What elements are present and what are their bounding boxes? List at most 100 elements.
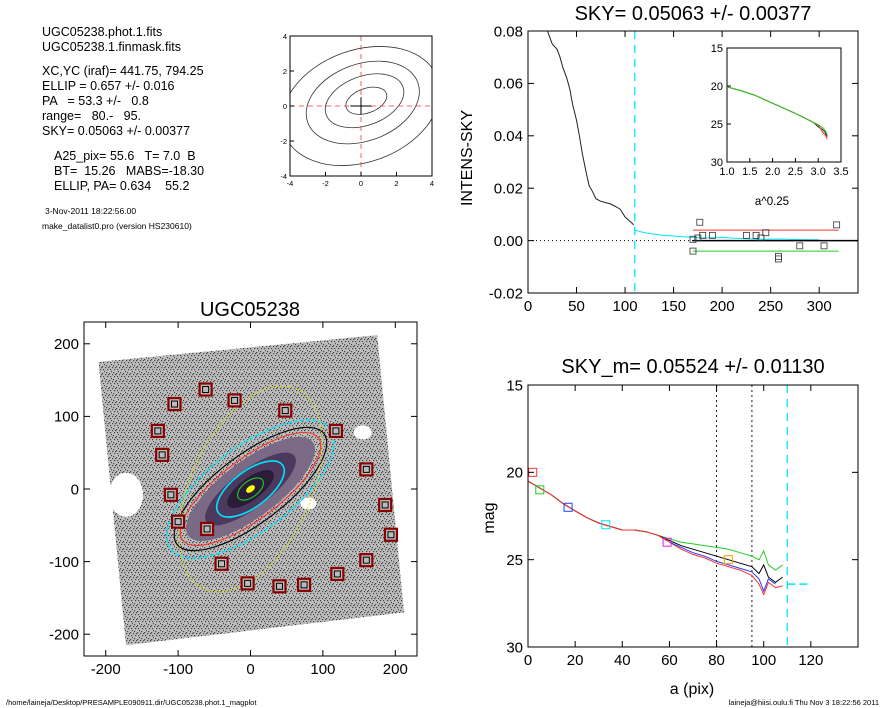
x-tick-label: 50 [568, 298, 585, 315]
mag-plot-area [528, 385, 811, 647]
sky-sample-box [227, 393, 242, 408]
sky-sample-box-inner [218, 560, 226, 568]
sky-sample-box [214, 556, 229, 571]
sky-sample-box [378, 497, 393, 513]
sky-sample-box-inner [170, 400, 178, 408]
mask-blob [300, 497, 317, 510]
info-block: UGC05238.phot.1.fits UGC05238.1.finmask.… [42, 25, 204, 231]
y-tick-label: -100 [49, 554, 79, 571]
sky-sample-box-inner [275, 582, 283, 590]
sky-sample-box [296, 577, 312, 592]
y-tick-label: 0 [71, 481, 79, 498]
sky-box-marker [689, 235, 697, 243]
sky-box-marker [775, 255, 782, 263]
x-tick-label: -200 [91, 661, 121, 678]
y-tick-label: 200 [54, 336, 79, 353]
cyan-profile-line [634, 229, 820, 241]
footer-user: laineja@hiisi.oulu.fi Thu Nov 3 18:22:56… [729, 698, 879, 707]
mag-chart-title: SKY_m= 0.05524 +/- 0.01130 [561, 356, 824, 378]
sky-box-marker [796, 242, 804, 250]
sky-sample-box [359, 553, 374, 568]
y-tick-label: 2 [283, 67, 287, 76]
mag-marker [662, 537, 672, 547]
x-tick-label: 20 [567, 652, 584, 669]
sky-sample-box [383, 527, 399, 542]
x-tick-label: 2.0 [765, 166, 780, 178]
sky-box-marker [742, 231, 750, 239]
sky-sample-box [167, 396, 182, 412]
x-tick-label: 100 [310, 661, 335, 678]
sky-sample-box [278, 403, 293, 418]
sky-sample-box-inner [300, 581, 308, 589]
intensity-profile-line [546, 31, 635, 226]
sky-sample-box-inner [158, 451, 166, 459]
sky-ylabel: INTENS-SKY [459, 110, 476, 206]
y-tick-label: 0.02 [494, 180, 523, 197]
x-tick-label: 40 [614, 652, 631, 669]
y-tick-label: -4 [280, 172, 287, 181]
info-program: make_datalist0.pro (version HS230610) [42, 221, 192, 231]
info-line: BT= 15.26 MABS=-18.30 [54, 164, 204, 178]
mag-marker [601, 520, 611, 530]
contour-line [345, 86, 388, 115]
x-tick-label: 0 [246, 661, 254, 678]
x-tick-label: 200 [710, 298, 735, 315]
info-line: ELLIP = 0.657 +/- 0.016 [42, 79, 175, 93]
info-line: XC,YC (iraf)= 441.75, 794.25 [42, 64, 204, 78]
mag-frame [527, 384, 859, 648]
sky-box-marker [762, 229, 770, 237]
x-tick-label: -2 [322, 179, 329, 188]
x-tick-label: 4 [430, 179, 434, 188]
isophote-ellipse [179, 431, 322, 547]
mag-series-line [528, 480, 783, 596]
y-tick-label: 100 [54, 409, 79, 426]
mag-ylabel: mag [481, 502, 498, 533]
sky-box-marker [696, 218, 704, 226]
sky-sample-box-inner [203, 525, 211, 533]
inset-xlabel: a^0.25 [755, 196, 789, 208]
sky-sample-box [328, 423, 344, 439]
x-tick-label: 1.0 [719, 166, 734, 178]
contour-levels [290, 46, 432, 166]
mag-series-line [669, 541, 776, 593]
x-tick-label: 200 [383, 661, 408, 678]
y-tick-label: 0 [283, 102, 287, 111]
sky-box-marker [820, 242, 828, 250]
y-tick-label: 20 [506, 465, 523, 482]
contour-chart: -4 -2 0 2 4 -4 -2 0 2 4 [280, 32, 434, 188]
x-tick-label: 60 [661, 652, 678, 669]
image-area [98, 335, 404, 646]
sky-sample-box [171, 514, 186, 529]
y-tick-label: 0.08 [494, 23, 523, 40]
inset-frame [726, 47, 842, 163]
sky-sample-box [272, 579, 287, 594]
sky-sample-box-inner [333, 570, 341, 578]
sky-sample-box-inner [362, 556, 370, 564]
sky-plot-area [528, 31, 858, 293]
sky-sample-box [155, 447, 170, 462]
info-line: A25_pix= 55.6 T= 7.0 B [54, 149, 196, 163]
y-tick-label: 4 [283, 32, 287, 41]
y-tick-label: 30 [711, 157, 723, 169]
info-line: UGC05238.1.finmask.fits [42, 40, 181, 54]
contour-line [290, 46, 432, 166]
info-line: range= 80.- 95. [42, 109, 141, 123]
mag-series-line [528, 480, 783, 584]
contour-line [305, 60, 420, 145]
x-tick-label: 2.5 [788, 166, 803, 178]
y-tick-label: 15 [506, 377, 523, 394]
info-line: UGC05238.phot.1.fits [42, 25, 162, 39]
info-line: PA = 53.3 +/- 0.8 [42, 94, 149, 108]
x-tick-label: 250 [758, 298, 783, 315]
y-tick-label: -2 [280, 137, 287, 146]
info-line: SKY= 0.05063 +/- 0.00377 [42, 124, 190, 138]
sky-chart-title: SKY= 0.05063 +/- 0.00377 [575, 3, 812, 25]
info-line: ELLIP, PA= 0.634 55.2 [54, 179, 189, 193]
isophote-ellipse [178, 385, 323, 593]
sky-sample-box [359, 462, 374, 477]
sky-sample-box-inner [154, 427, 162, 435]
mask-blob [108, 472, 143, 517]
x-tick-label: 100 [613, 298, 638, 315]
sky-chart: 0 50 100 150 200 250 300 -0.02 0.00 0.02 0.04 0.06 0… [489, 23, 859, 315]
info-date: 3-Nov-2011 18:22:56.00 [45, 206, 136, 216]
